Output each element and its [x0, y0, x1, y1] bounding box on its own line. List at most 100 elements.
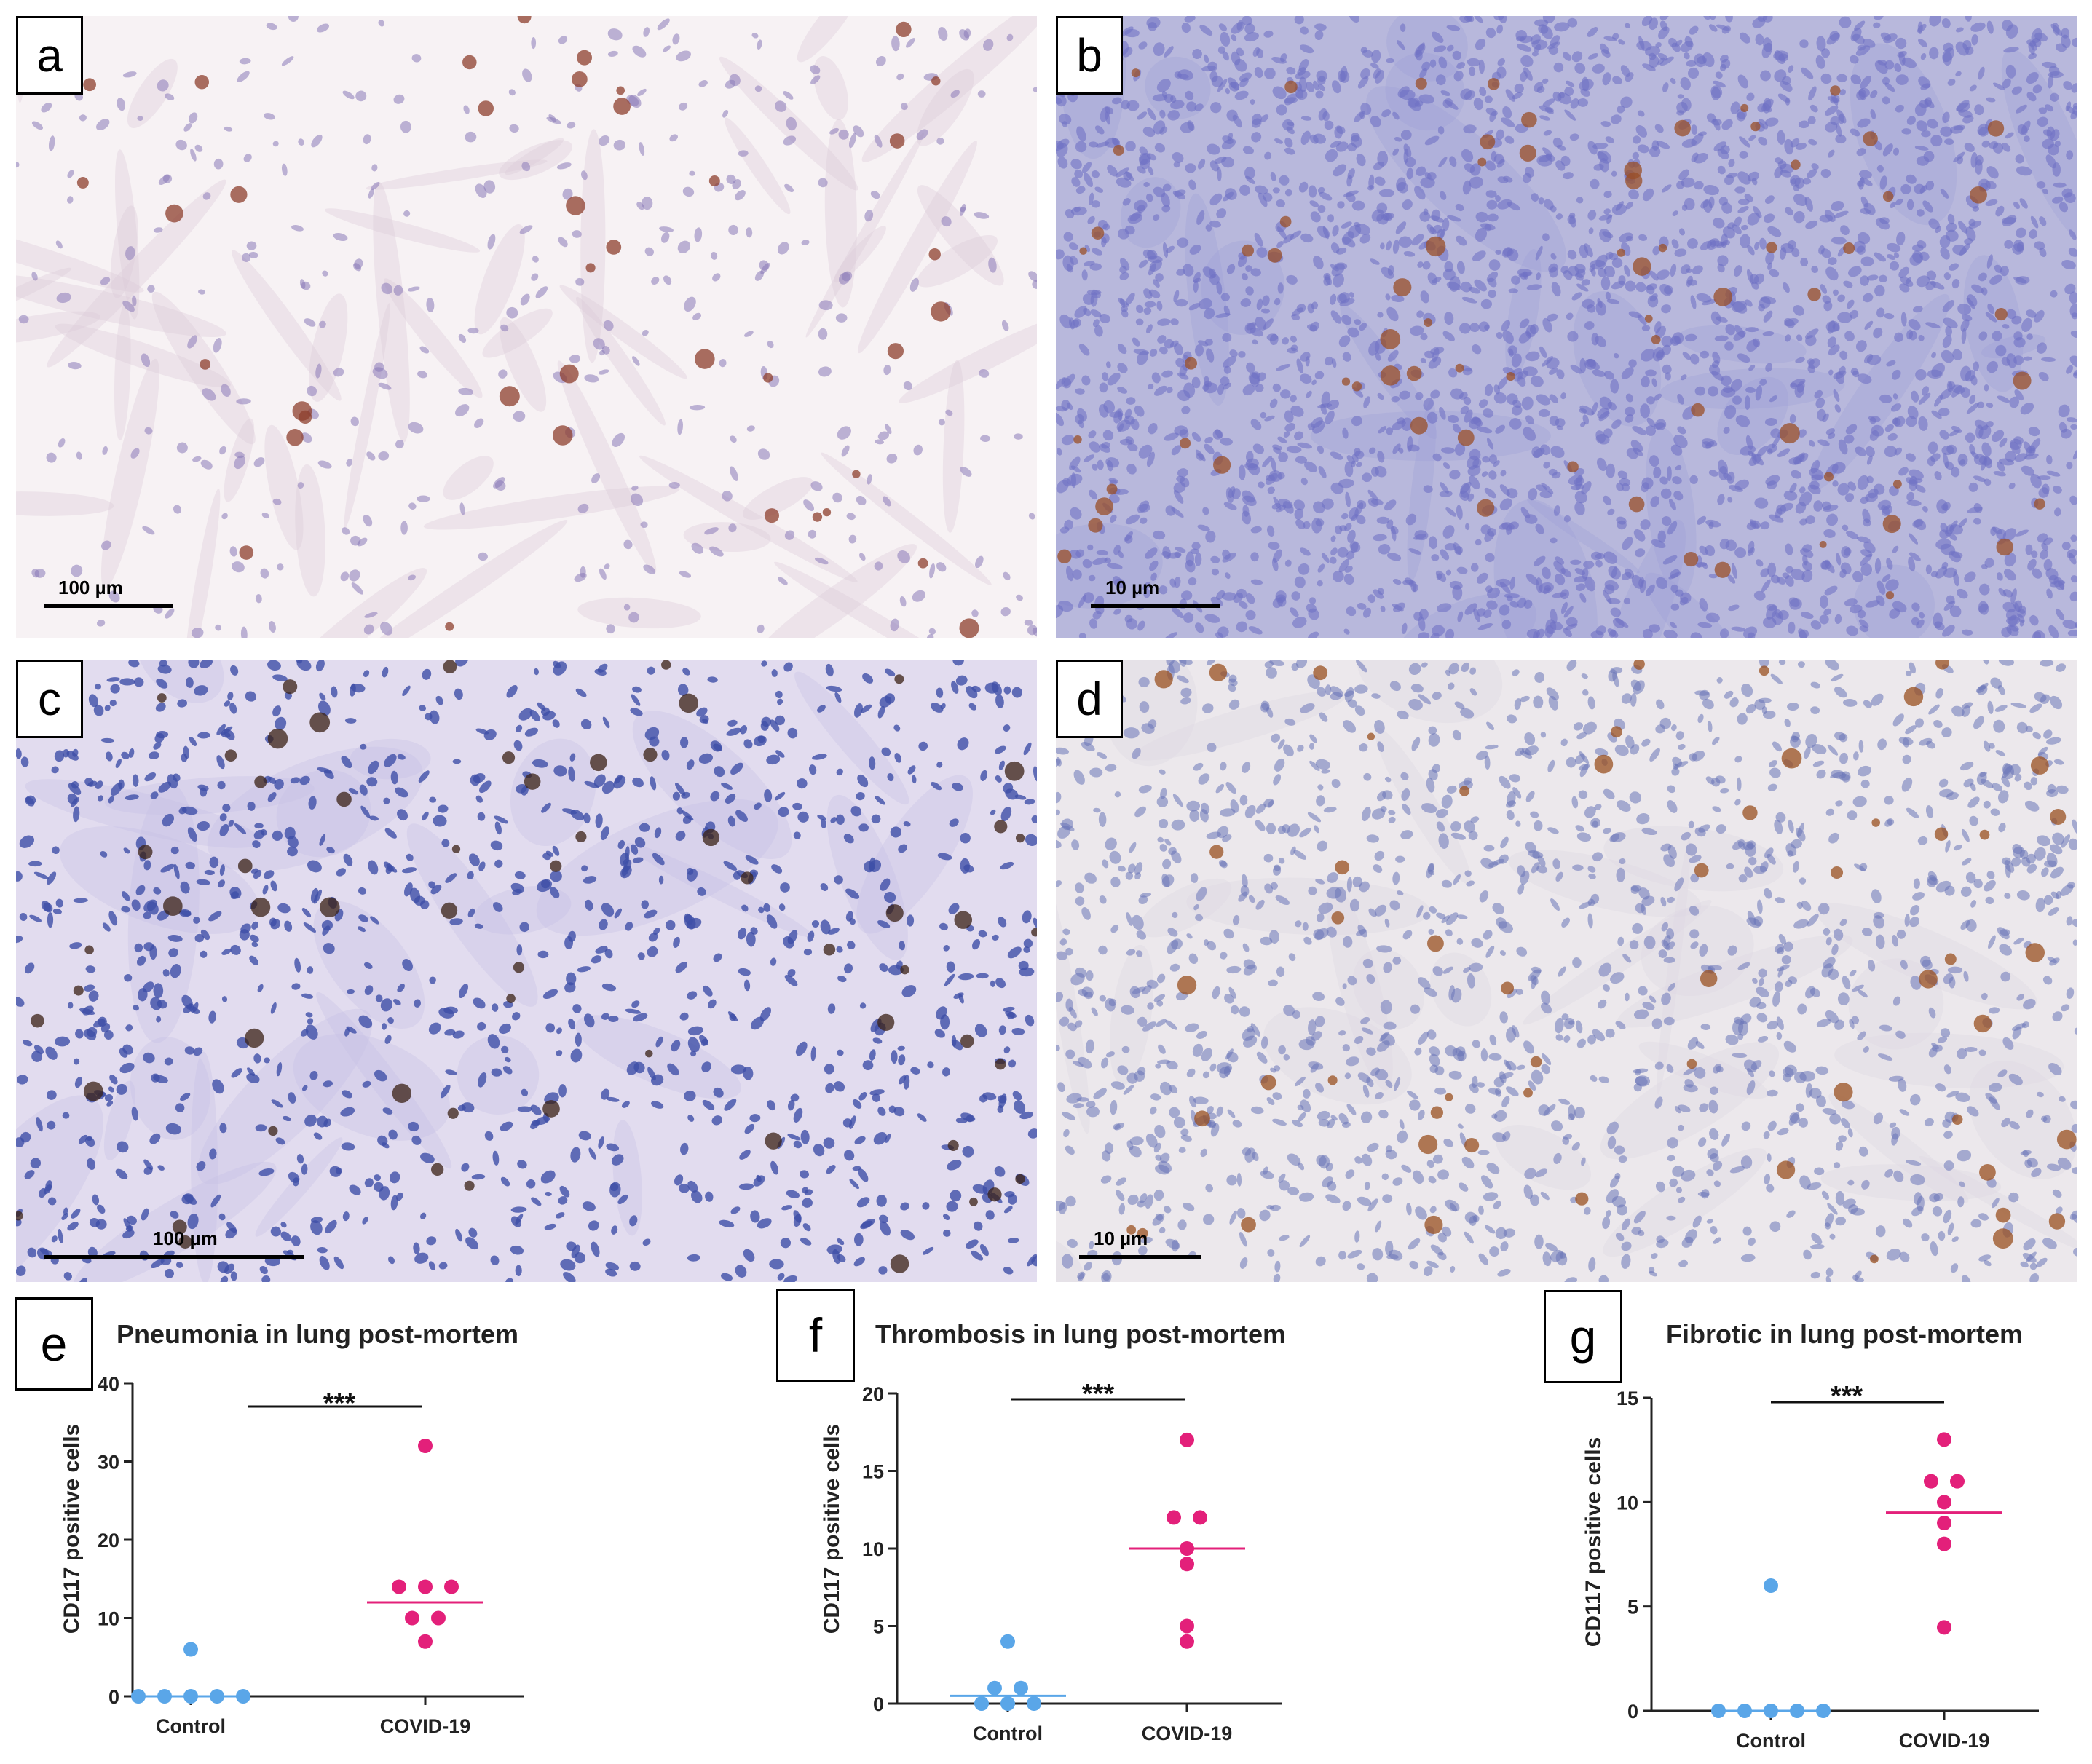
nucleus: [1949, 605, 1962, 617]
nucleus: [414, 999, 422, 1008]
nucleus: [1321, 769, 1331, 774]
nucleus: [1828, 344, 1840, 356]
nucleus: [1678, 743, 1686, 750]
nucleus: [150, 997, 162, 1010]
nucleus: [1764, 195, 1775, 204]
nucleus: [959, 29, 970, 41]
nucleus: [1523, 67, 1533, 81]
nucleus: [690, 1190, 703, 1203]
nucleus: [1718, 197, 1728, 206]
nucleus: [997, 1105, 1004, 1114]
nucleus: [1915, 484, 1926, 493]
micrograph-background: [16, 16, 1037, 638]
nucleus: [184, 1046, 195, 1055]
nucleus: [1298, 563, 1310, 575]
nucleus: [1936, 499, 1949, 514]
nucleus: [1476, 426, 1493, 434]
nucleus: [1367, 489, 1378, 501]
nucleus: [1570, 559, 1582, 566]
nucleus: [790, 1093, 800, 1102]
nucleus: [556, 1212, 565, 1219]
nucleus: [1825, 1267, 1834, 1277]
nucleus: [1648, 624, 1661, 633]
nucleus: [879, 963, 888, 973]
nucleus: [1445, 569, 1452, 576]
tissue-strand: [917, 234, 998, 288]
nucleus: [1681, 98, 1692, 111]
nucleus: [1675, 39, 1683, 47]
stained-cell: [1015, 834, 1025, 843]
nucleus: [1602, 72, 1611, 86]
nucleus: [1865, 446, 1875, 457]
nucleus: [1258, 481, 1265, 489]
tissue-strand: [1820, 1164, 2002, 1201]
nucleus: [1669, 1178, 1678, 1187]
nucleus: [568, 930, 576, 942]
nucleus: [1959, 762, 1974, 771]
nucleus: [1221, 157, 1235, 168]
nucleus: [1804, 746, 1811, 759]
nucleus: [408, 502, 417, 510]
nucleus: [492, 1150, 500, 1166]
nucleus: [2023, 356, 2032, 361]
nucleus: [1447, 215, 1461, 222]
nucleus: [1691, 124, 1698, 135]
nucleus: [1081, 162, 1092, 173]
stained-cell: [812, 512, 823, 522]
nucleus: [1442, 525, 1455, 539]
nucleus: [1479, 87, 1487, 97]
nucleus: [1563, 52, 1572, 61]
nucleus: [1637, 144, 1649, 154]
nucleus: [783, 135, 796, 146]
nucleus: [2061, 541, 2071, 550]
nucleus: [682, 668, 690, 676]
nucleus: [1805, 335, 1817, 347]
nucleus: [1478, 399, 1488, 408]
nucleus: [710, 251, 718, 260]
nucleus: [1560, 589, 1570, 600]
nucleus: [1502, 330, 1514, 344]
nucleus: [378, 382, 392, 390]
nucleus: [1110, 877, 1121, 888]
nucleus: [1607, 508, 1615, 515]
nucleus: [513, 411, 526, 422]
nucleus: [1550, 446, 1565, 459]
tissue-strand: [639, 455, 858, 582]
nucleus: [1641, 828, 1657, 836]
nucleus: [1548, 468, 1558, 476]
nucleus: [1512, 405, 1523, 416]
nucleus: [632, 777, 644, 788]
stained-cell: [1819, 540, 1827, 548]
nucleus: [1144, 301, 1156, 308]
nucleus: [1056, 94, 1067, 107]
nucleus: [395, 787, 408, 798]
nucleus: [1563, 628, 1572, 638]
stained-cell: [513, 962, 525, 973]
nucleus: [730, 1206, 741, 1214]
nucleus: [1628, 189, 1639, 199]
nucleus: [1309, 597, 1317, 605]
nucleus: [2009, 438, 2022, 451]
nucleus: [1887, 818, 1895, 826]
nucleus: [1099, 314, 1110, 323]
nucleus: [2001, 19, 2013, 31]
stained-cell: [947, 1139, 959, 1151]
nucleus: [1291, 591, 1300, 601]
nucleus: [363, 670, 370, 678]
nucleus: [1986, 97, 1996, 103]
stained-cell: [309, 712, 331, 733]
nucleus: [516, 724, 523, 733]
nucleus: [1379, 189, 1394, 197]
nucleus: [2054, 507, 2061, 517]
nucleus: [143, 1052, 155, 1064]
nucleus: [342, 1090, 352, 1099]
nucleus: [1168, 847, 1177, 855]
nucleus: [2016, 227, 2026, 238]
nucleus: [1105, 837, 1117, 851]
nucleus: [2014, 389, 2024, 401]
nucleus: [552, 845, 560, 856]
nucleus: [751, 1016, 765, 1030]
nucleus: [1381, 266, 1394, 279]
nucleus: [1297, 67, 1306, 76]
nucleus: [1440, 482, 1449, 494]
